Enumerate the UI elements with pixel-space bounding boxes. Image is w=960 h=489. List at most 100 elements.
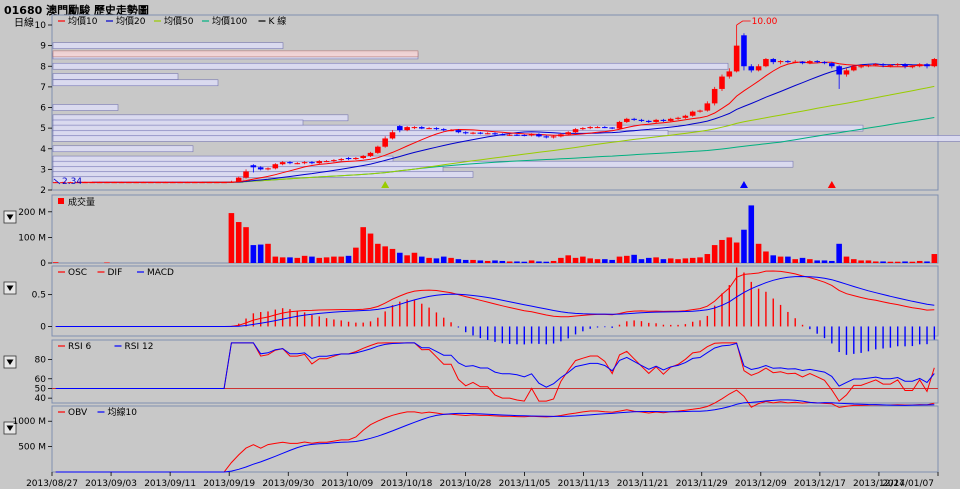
- candle-body: [353, 158, 359, 160]
- panel-toggle-button[interactable]: [3, 210, 17, 224]
- candle-body: [250, 165, 257, 168]
- candle-body: [257, 167, 264, 170]
- candle-body: [792, 61, 798, 63]
- volume-bar: [814, 260, 820, 263]
- candle-body: [660, 119, 667, 121]
- candle-body: [829, 63, 835, 67]
- ma10-line: [77, 61, 935, 183]
- legend-entry: 均價50: [164, 15, 194, 27]
- volume-bar: [104, 262, 110, 263]
- panel-toggle-button[interactable]: [3, 421, 17, 435]
- candle-body: [118, 182, 125, 184]
- volume-bar: [279, 257, 286, 263]
- y-tick-label: 5: [40, 124, 46, 134]
- candle-body: [851, 66, 857, 71]
- y-tick-label: 6: [40, 104, 46, 114]
- candle-body: [631, 118, 637, 120]
- y-tick-label: 8: [40, 62, 46, 72]
- candle-body: [594, 127, 601, 129]
- candle-body: [367, 152, 374, 156]
- volume-bar: [426, 257, 432, 263]
- x-tick-label: 2013/09/19: [203, 479, 255, 489]
- price-volume-bar: [52, 42, 284, 49]
- panel-toggle-button[interactable]: [3, 355, 17, 369]
- candle-body: [389, 132, 396, 139]
- candle-body: [448, 130, 454, 132]
- y-tick-label: 10: [35, 21, 47, 31]
- signal-triangle-icon: [827, 181, 836, 188]
- volume-bar: [52, 262, 59, 263]
- candle-body: [755, 66, 762, 71]
- candle-body: [675, 117, 681, 119]
- candle-body: [565, 132, 572, 135]
- panel-toggle-button[interactable]: [3, 281, 17, 295]
- volume-bar: [594, 259, 601, 263]
- y-tick-label: 0.5: [32, 291, 46, 301]
- panel-frame: [51, 265, 939, 337]
- high-marker-line: [736, 20, 751, 26]
- volume-bar: [770, 255, 777, 263]
- candle-body: [111, 182, 118, 184]
- signal-triangle-icon: [739, 181, 748, 188]
- candle-body: [426, 128, 432, 130]
- legend-entry: 均線10: [108, 406, 138, 418]
- candle-body: [726, 71, 733, 77]
- volume-bar: [799, 257, 806, 263]
- candle-body: [338, 159, 345, 161]
- candle-body: [682, 115, 689, 118]
- volume-bar: [777, 256, 784, 263]
- candle-body: [711, 88, 718, 104]
- volume-bar: [272, 256, 279, 263]
- volume-bar: [243, 227, 249, 263]
- y-tick-label: 4: [40, 145, 46, 155]
- candle-body: [521, 134, 528, 136]
- x-tick-label: 2013/09/11: [144, 479, 196, 489]
- volume-bar: [331, 256, 337, 263]
- volume-bar: [785, 256, 791, 263]
- macd-line: [55, 275, 935, 327]
- volume-bar: [719, 239, 725, 263]
- volume-bar: [323, 257, 330, 263]
- candle-body: [235, 177, 242, 182]
- volume-bar: [748, 205, 755, 263]
- x-tick-label: 2014/01/07: [882, 479, 934, 489]
- volume-bar: [829, 260, 835, 263]
- legend-entry: MACD: [147, 268, 174, 278]
- candle-body: [777, 61, 784, 63]
- candle-body: [287, 162, 293, 164]
- candle-body: [382, 138, 388, 147]
- candle-body: [294, 163, 301, 165]
- candle-body: [184, 182, 191, 184]
- volume-bar: [484, 260, 491, 263]
- volume-bar: [689, 257, 696, 263]
- y-tick-label: 40: [35, 394, 47, 404]
- legend-entry: OSC: [68, 268, 87, 278]
- volume-bar: [821, 260, 828, 263]
- candle-body: [177, 182, 183, 184]
- panel-frame: [51, 339, 939, 404]
- volume-bar: [462, 259, 469, 263]
- candle-body: [572, 129, 579, 133]
- volume-bar: [638, 259, 645, 263]
- volume-bar: [287, 257, 293, 263]
- candle-body: [807, 61, 813, 64]
- volume-bar: [360, 227, 366, 263]
- price-volume-bar: [52, 73, 179, 80]
- volume-bar: [235, 222, 242, 263]
- candle-body: [909, 66, 916, 68]
- volume-bar: [353, 247, 359, 263]
- volume-bar: [645, 257, 652, 263]
- volume-bar: [470, 259, 476, 263]
- legend-entry: OBV: [68, 408, 88, 418]
- candle-body: [719, 76, 725, 89]
- candle-body: [133, 182, 139, 184]
- candle-body: [89, 182, 96, 184]
- x-tick-label: 2013/11/21: [617, 479, 669, 489]
- legend-entry: RSI 6: [68, 342, 91, 352]
- panel-frame: [51, 194, 939, 264]
- candle-body: [638, 119, 645, 121]
- volume-bar: [667, 258, 674, 263]
- candle-body: [704, 103, 711, 111]
- volume-bar: [309, 256, 315, 263]
- candle-body: [645, 120, 652, 122]
